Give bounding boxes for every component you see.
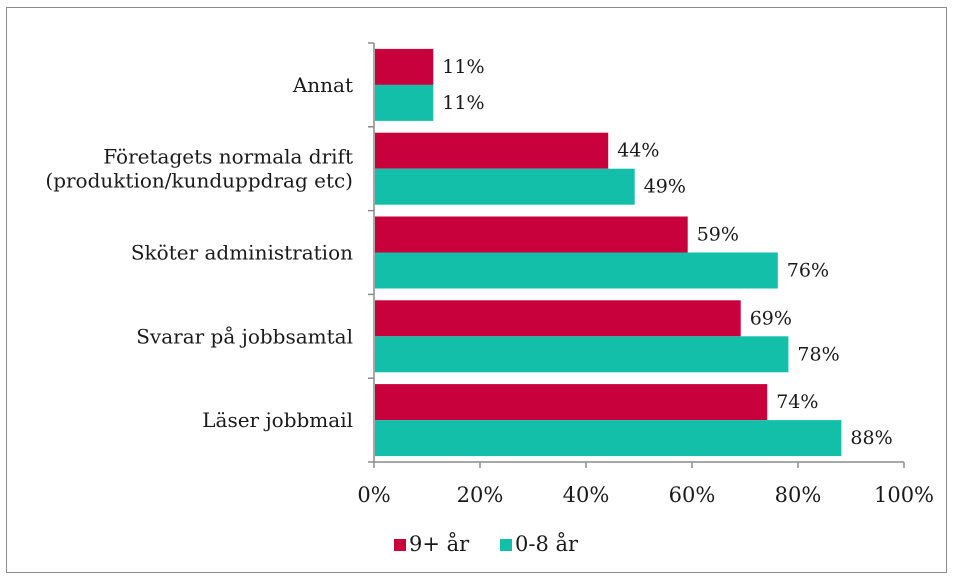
value-label-series-a-4: 74% xyxy=(776,391,818,413)
bars-group xyxy=(375,48,842,457)
value-label-series-a-0: 11% xyxy=(442,56,484,78)
value-label-series-b-1: 49% xyxy=(644,176,686,198)
bar-series-b-3 xyxy=(375,336,789,373)
category-label-4: Läser jobbmail xyxy=(202,408,353,432)
axes-group xyxy=(368,42,905,468)
bar-series-b-1 xyxy=(375,168,635,205)
category-label-3: Svarar på jobbsamtal xyxy=(136,324,353,348)
value-labels-group: 11% 11% 44% 49% 59% 76% 69%78% 74% 88% xyxy=(442,56,892,449)
legend: 9+ år 0-8 år xyxy=(394,532,579,556)
bar-series-a-0 xyxy=(375,48,434,85)
value-label-series-a-2: 59% xyxy=(697,224,739,246)
value-label-series-b-2: 76% xyxy=(787,260,829,282)
chart-frame xyxy=(6,7,947,573)
bar-series-a-3 xyxy=(375,300,741,337)
x-tick-label-5: 100% xyxy=(874,483,934,507)
category-label-2: Sköter administration xyxy=(131,241,353,265)
legend-swatch-0 xyxy=(394,539,406,551)
category-label-1: Företagets normala drift (produktion/kund… xyxy=(45,145,353,193)
legend-swatch-1 xyxy=(500,539,512,551)
value-label-series-a-1: 44% xyxy=(617,140,659,162)
legend-label-0: 9+ år xyxy=(409,532,470,556)
x-tick-label-3: 60% xyxy=(669,483,716,507)
x-tick-label-1: 20% xyxy=(457,483,504,507)
x-tick-labels-group: 0% 20% 40% 60% 80% 100% xyxy=(357,483,934,507)
value-label-series-b-3: 78% xyxy=(797,343,839,365)
category-label-0: Annat xyxy=(292,73,353,97)
bar-series-a-1 xyxy=(375,132,609,169)
x-tick-label-0: 0% xyxy=(357,483,390,507)
category-labels-group: Annat Företagets normala drift (produktion… xyxy=(45,73,353,432)
bar-series-a-2 xyxy=(375,216,688,253)
x-tick-label-2: 40% xyxy=(563,483,610,507)
bar-series-b-0 xyxy=(375,84,434,121)
value-label-series-b-0: 11% xyxy=(442,92,484,114)
bar-series-b-4 xyxy=(375,420,842,457)
bar-series-a-4 xyxy=(375,384,768,421)
value-label-series-a-3: 69% xyxy=(750,307,792,329)
bar-series-b-2 xyxy=(375,252,778,289)
legend-label-1: 0-8 år xyxy=(515,532,579,556)
value-label-series-b-4: 88% xyxy=(850,427,892,449)
x-tick-label-4: 80% xyxy=(775,483,822,507)
